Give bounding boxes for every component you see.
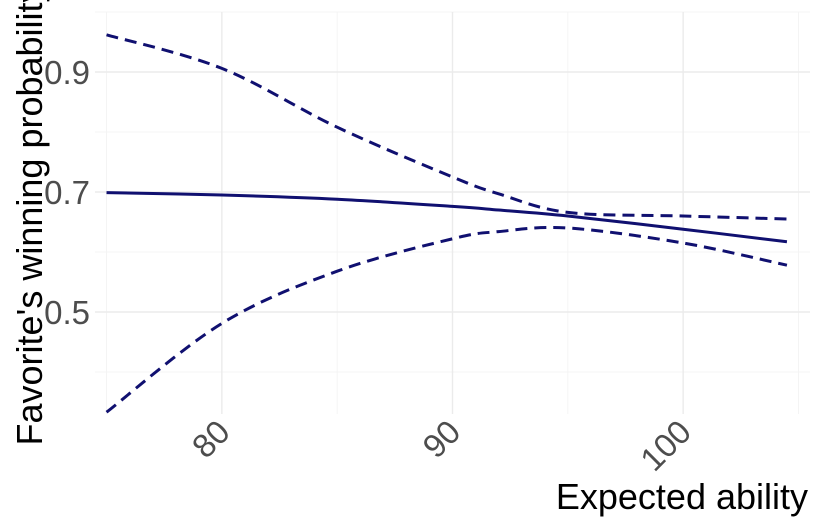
x-tick-label: 100 <box>633 413 698 478</box>
bound-line-2 <box>105 225 788 414</box>
gridlines <box>95 11 810 414</box>
y-tick-label: 0.5 <box>44 294 90 331</box>
estimate-line <box>106 191 788 244</box>
x-tick-label: 80 <box>185 413 237 465</box>
y-tick-label: 0.7 <box>44 174 90 211</box>
x-axis-ticks: 80 90 100 <box>185 413 698 478</box>
series-lines <box>105 33 788 414</box>
y-axis-ticks: 0.5 0.7 0.9 <box>44 54 90 331</box>
x-tick-label: 90 <box>415 413 467 465</box>
y-axis-title: Favorite's winning probability <box>9 0 50 446</box>
x-axis-title: Expected ability <box>556 476 808 517</box>
y-tick-label: 0.9 <box>44 54 90 91</box>
